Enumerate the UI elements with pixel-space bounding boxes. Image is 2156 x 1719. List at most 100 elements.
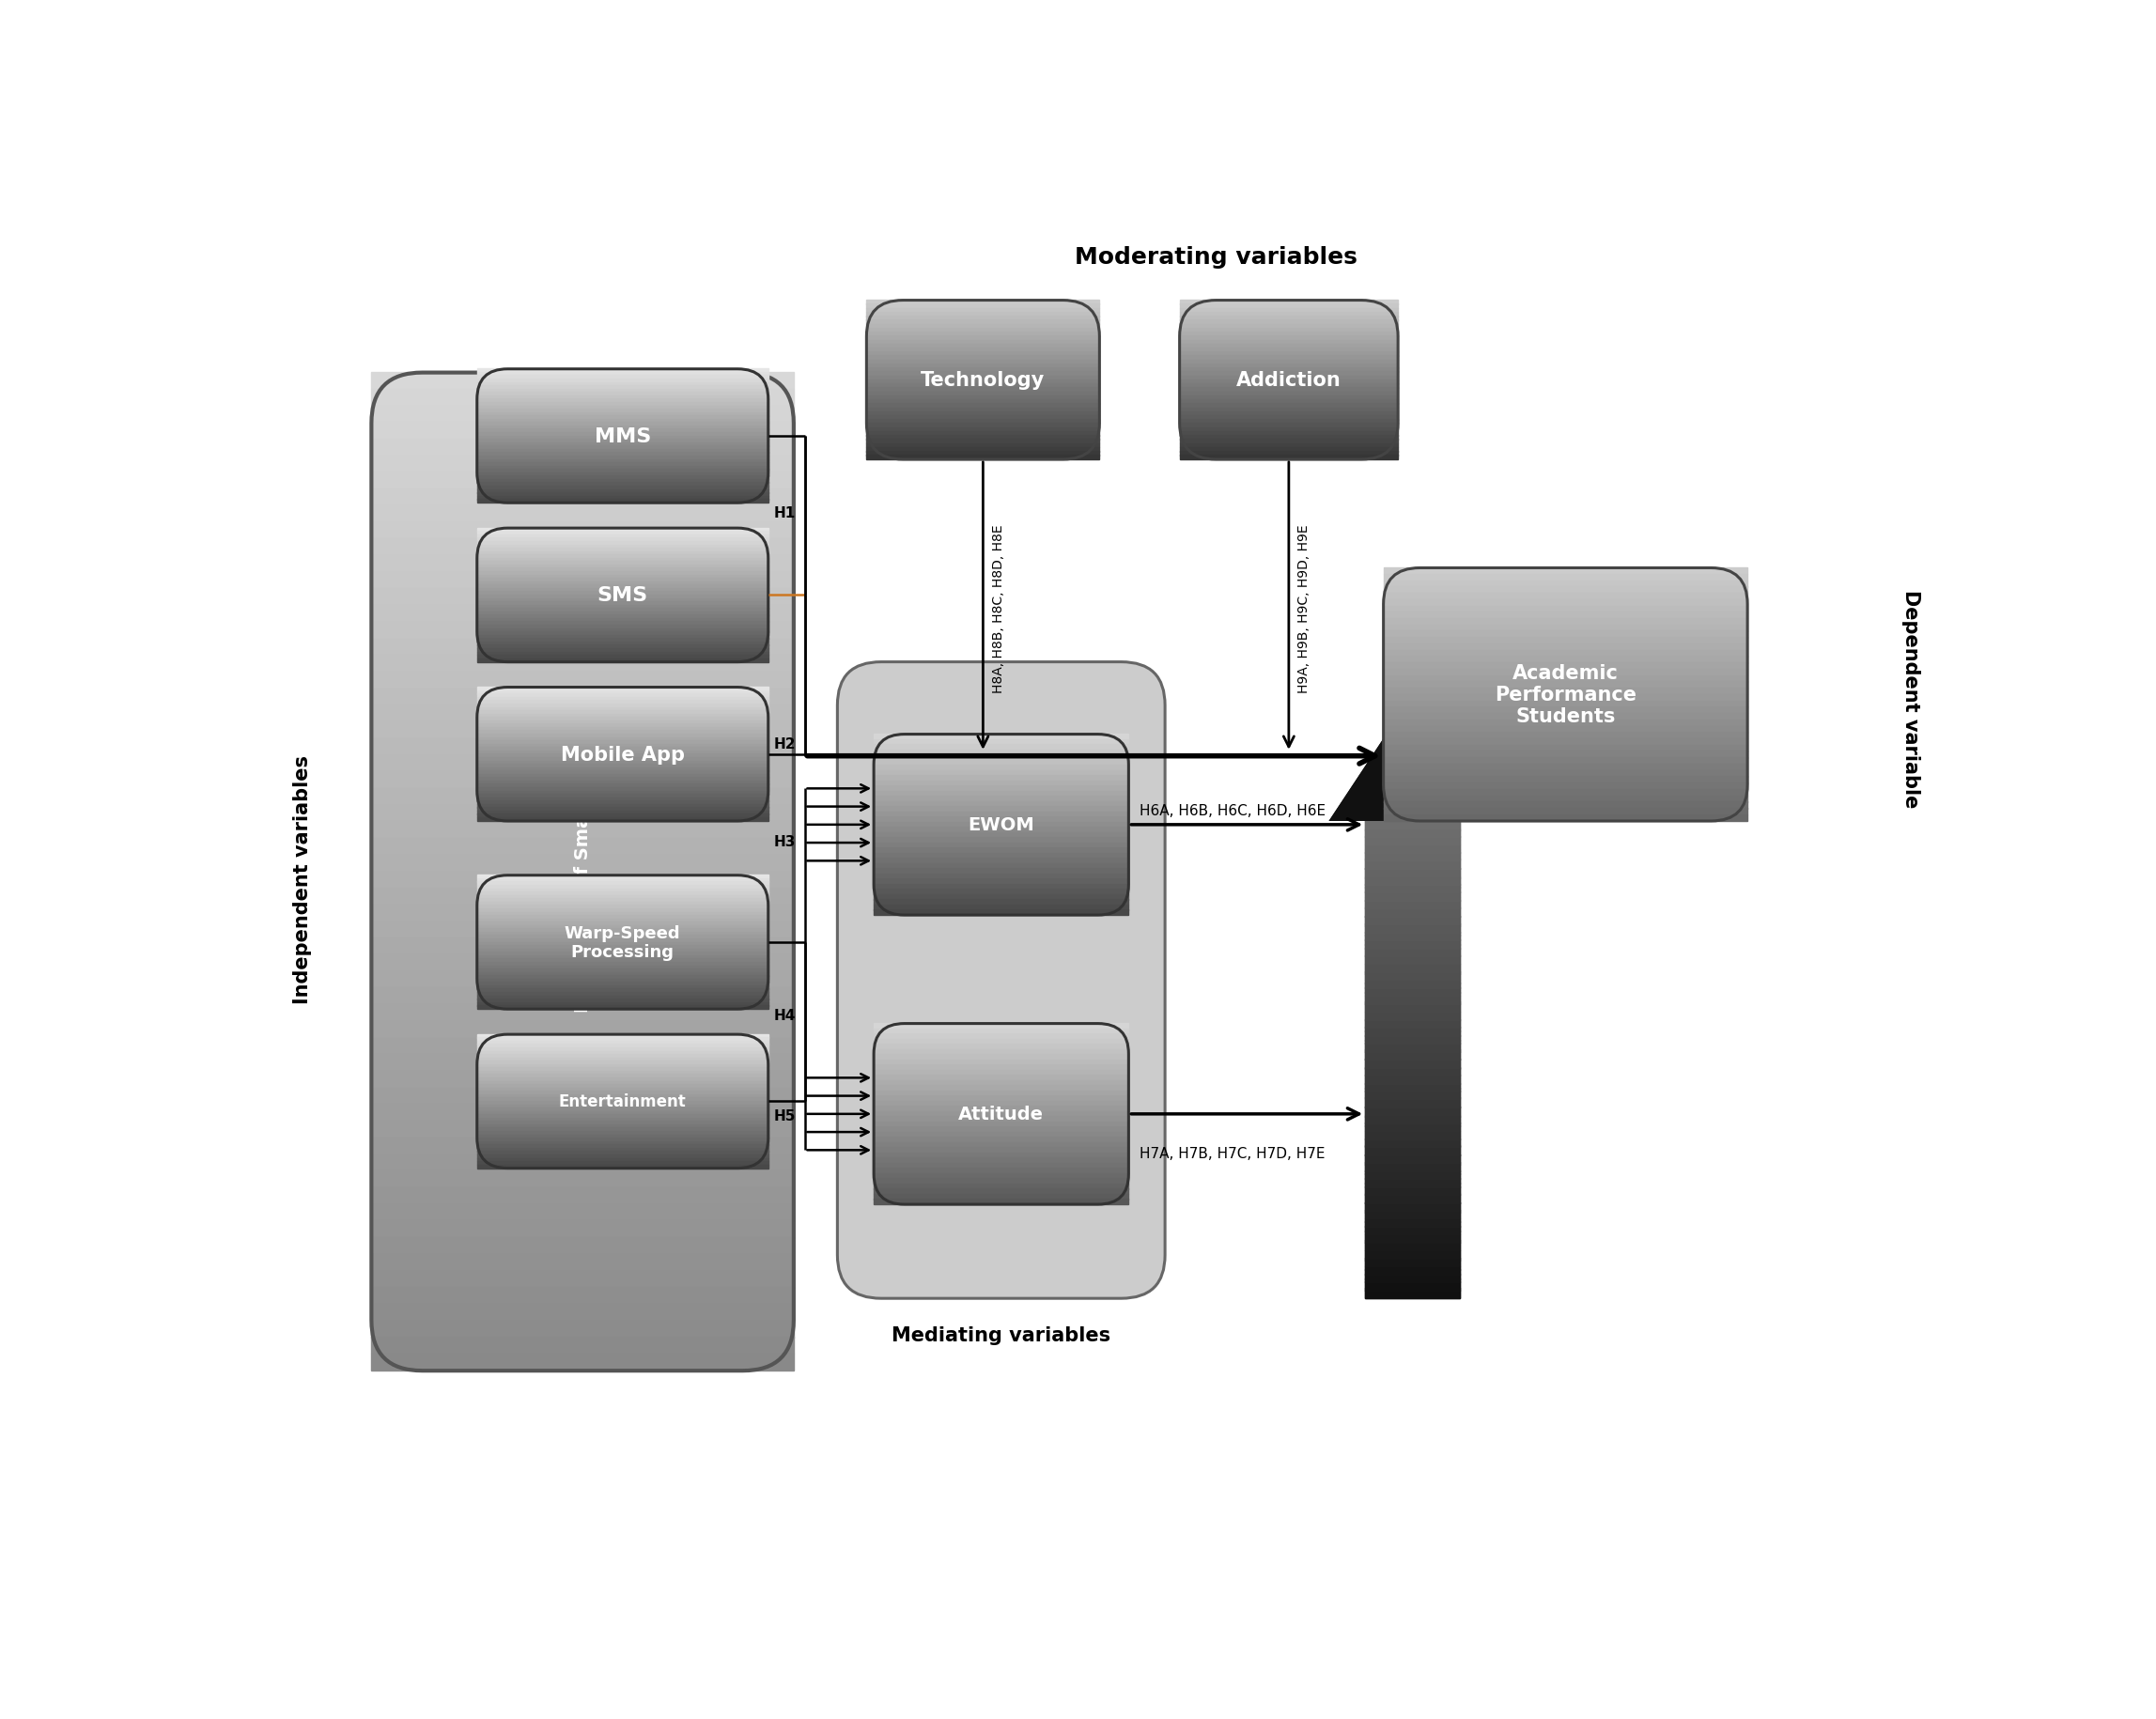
Bar: [476, 602, 768, 605]
Bar: [476, 395, 768, 401]
Bar: [476, 486, 768, 490]
Bar: [1179, 416, 1397, 419]
Bar: [1179, 437, 1397, 440]
Bar: [1365, 1035, 1460, 1043]
Bar: [1384, 567, 1749, 574]
Bar: [476, 878, 768, 882]
Bar: [476, 818, 768, 822]
Bar: [476, 1117, 768, 1123]
Bar: [476, 633, 768, 636]
Bar: [873, 842, 1128, 847]
Bar: [1365, 877, 1460, 885]
Bar: [476, 655, 768, 658]
Bar: [476, 959, 768, 963]
Bar: [1365, 1088, 1460, 1098]
Bar: [476, 1098, 768, 1102]
Bar: [867, 361, 1100, 364]
Bar: [371, 523, 793, 540]
Bar: [476, 591, 768, 595]
Bar: [476, 584, 768, 590]
Bar: [873, 760, 1128, 765]
Bar: [867, 301, 1100, 304]
Bar: [1365, 1155, 1460, 1165]
Bar: [476, 992, 768, 995]
Bar: [1365, 971, 1460, 980]
Bar: [873, 1143, 1128, 1148]
Bar: [1179, 368, 1397, 373]
Bar: [873, 1153, 1128, 1159]
Bar: [476, 480, 768, 483]
Bar: [476, 1131, 768, 1135]
Bar: [476, 978, 768, 983]
Bar: [476, 409, 768, 413]
Bar: [476, 1124, 768, 1128]
Bar: [1365, 1260, 1460, 1270]
Bar: [476, 1092, 768, 1095]
Bar: [1365, 1050, 1460, 1061]
Bar: [873, 899, 1128, 906]
Bar: [1179, 301, 1397, 304]
Bar: [476, 648, 768, 653]
Bar: [476, 466, 768, 469]
Bar: [476, 430, 768, 433]
Bar: [476, 1135, 768, 1138]
Bar: [867, 380, 1100, 385]
Bar: [476, 416, 768, 419]
Bar: [1365, 1004, 1460, 1012]
Bar: [476, 784, 768, 787]
Bar: [371, 1355, 793, 1370]
Bar: [1179, 316, 1397, 321]
Bar: [371, 1171, 793, 1188]
Text: Mobile App: Mobile App: [561, 746, 686, 763]
Bar: [873, 1074, 1128, 1081]
Bar: [476, 1165, 768, 1169]
Bar: [1365, 916, 1460, 925]
Bar: [873, 873, 1128, 880]
Bar: [476, 619, 768, 622]
Bar: [1365, 935, 1460, 945]
Bar: [476, 535, 768, 538]
Bar: [476, 916, 768, 920]
Bar: [1365, 820, 1460, 830]
Bar: [476, 804, 768, 808]
Text: Addiction: Addiction: [1235, 371, 1341, 390]
Bar: [476, 744, 768, 748]
Bar: [867, 340, 1100, 346]
Bar: [476, 935, 768, 939]
Bar: [1384, 694, 1749, 701]
Bar: [873, 1085, 1128, 1092]
Bar: [1384, 682, 1749, 689]
Bar: [873, 847, 1128, 853]
Bar: [1384, 574, 1749, 581]
Bar: [476, 483, 768, 486]
Bar: [1365, 1136, 1460, 1147]
Bar: [873, 1100, 1128, 1107]
Bar: [1179, 404, 1397, 409]
Bar: [476, 1159, 768, 1162]
Bar: [867, 332, 1100, 337]
Bar: [371, 1238, 793, 1255]
Bar: [476, 497, 768, 500]
Bar: [371, 804, 793, 822]
Bar: [873, 1116, 1128, 1123]
Bar: [476, 1152, 768, 1155]
Bar: [476, 918, 768, 923]
Bar: [867, 437, 1100, 440]
Bar: [1365, 1138, 1460, 1148]
Bar: [1384, 815, 1749, 822]
Bar: [867, 376, 1100, 380]
Bar: [873, 1064, 1128, 1071]
Bar: [1365, 1288, 1460, 1298]
Bar: [476, 889, 768, 892]
Bar: [476, 720, 768, 724]
FancyBboxPatch shape: [837, 662, 1164, 1298]
Bar: [476, 1138, 768, 1141]
Bar: [867, 419, 1100, 425]
Bar: [867, 368, 1100, 373]
Bar: [1179, 431, 1397, 437]
Bar: [867, 404, 1100, 409]
Bar: [873, 1028, 1128, 1035]
Bar: [1179, 344, 1397, 349]
Bar: [371, 1220, 793, 1238]
Bar: [1365, 1202, 1460, 1212]
